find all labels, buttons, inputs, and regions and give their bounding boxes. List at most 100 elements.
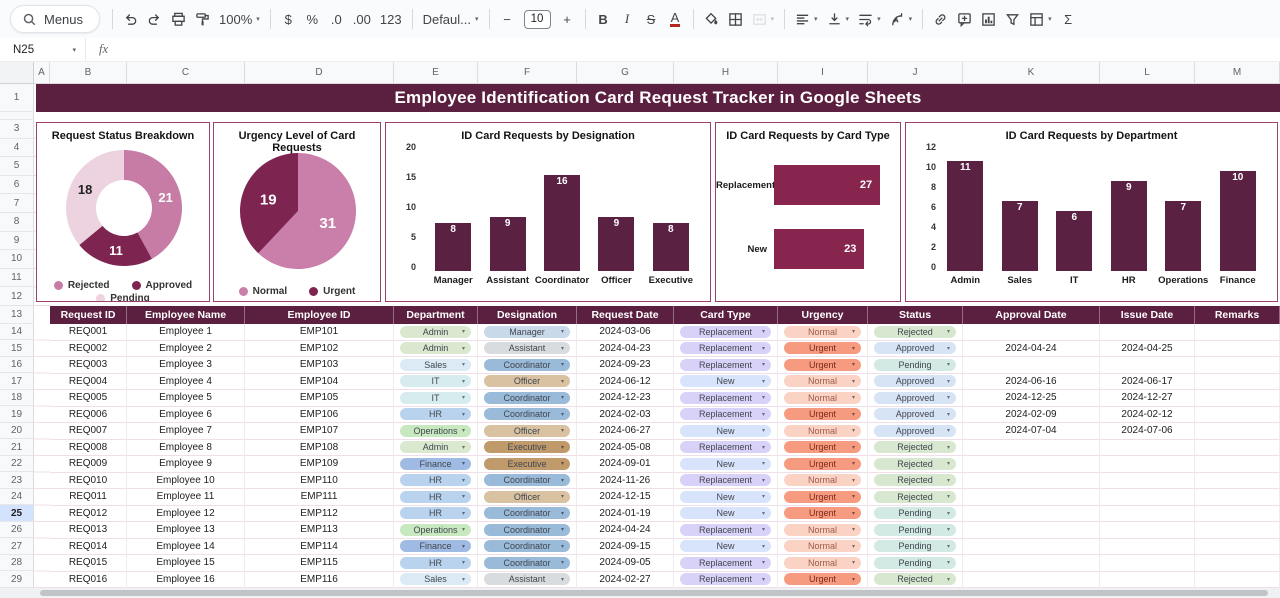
- department-pill[interactable]: HR ▾: [400, 408, 471, 421]
- cell-status[interactable]: Pending ▾: [868, 522, 963, 539]
- cell-urgency[interactable]: Urgent ▾: [778, 456, 868, 473]
- header-card-type[interactable]: Card Type: [674, 306, 778, 324]
- cell-remarks[interactable]: [1195, 505, 1280, 522]
- cell-issue-date[interactable]: [1100, 555, 1195, 572]
- cell-employee-name[interactable]: Employee 15: [127, 555, 245, 572]
- urgency-pill[interactable]: Normal ▾: [784, 556, 861, 569]
- font-family-select[interactable]: Defaul... ▾: [419, 6, 483, 32]
- urgency-pill[interactable]: Urgent ▾: [784, 457, 861, 470]
- cell-urgency[interactable]: Normal ▾: [778, 423, 868, 440]
- header-designation[interactable]: Designation: [478, 306, 577, 324]
- cell-card-type[interactable]: Replacement ▾: [674, 357, 778, 374]
- cell-remarks[interactable]: [1195, 324, 1280, 341]
- cell-approval-date[interactable]: 2024-12-25: [963, 390, 1100, 407]
- cell-designation[interactable]: Assistant ▾: [478, 340, 577, 357]
- cell-card-type[interactable]: Replacement ▾: [674, 439, 778, 456]
- cell-designation[interactable]: Manager ▾: [478, 324, 577, 341]
- designation-pill[interactable]: Coordinator ▾: [484, 474, 570, 487]
- cell-employee-name[interactable]: Employee 3: [127, 357, 245, 374]
- text-rotation[interactable]: ▾: [886, 6, 917, 32]
- cell-department[interactable]: Sales ▾: [394, 357, 478, 374]
- row-header-4[interactable]: 4: [0, 138, 34, 158]
- cell-employee-id[interactable]: EMP107: [245, 423, 394, 440]
- cell-department[interactable]: HR ▾: [394, 555, 478, 572]
- cell-status[interactable]: Pending ▾: [868, 505, 963, 522]
- cell-request-date[interactable]: 2024-02-27: [577, 571, 674, 588]
- cell-designation[interactable]: Coordinator ▾: [478, 505, 577, 522]
- cell-designation[interactable]: Coordinator ▾: [478, 555, 577, 572]
- row-header-19[interactable]: 19: [0, 406, 34, 423]
- cell-employee-name[interactable]: Employee 8: [127, 439, 245, 456]
- status-pill[interactable]: Rejected ▾: [874, 457, 956, 470]
- more-formats[interactable]: 123: [376, 6, 406, 32]
- cell-request-id[interactable]: REQ015: [50, 555, 127, 572]
- row-header-17[interactable]: 17: [0, 373, 34, 390]
- row-header-2[interactable]: [0, 112, 34, 120]
- column-header-L[interactable]: L: [1100, 62, 1195, 84]
- row-header-6[interactable]: 6: [0, 175, 34, 195]
- cell-urgency[interactable]: Normal ▾: [778, 373, 868, 390]
- row-header-21[interactable]: 21: [0, 439, 34, 456]
- create-filter[interactable]: [1001, 6, 1024, 32]
- cell-employee-id[interactable]: EMP106: [245, 406, 394, 423]
- menus-search[interactable]: Menus: [10, 5, 101, 33]
- urgency-pill[interactable]: Normal ▾: [784, 391, 861, 404]
- cell-request-date[interactable]: 2024-09-23: [577, 357, 674, 374]
- designation-pill[interactable]: Assistant ▾: [484, 573, 570, 586]
- cell-employee-name[interactable]: Employee 14: [127, 538, 245, 555]
- cell-department[interactable]: HR ▾: [394, 505, 478, 522]
- cell-issue-date[interactable]: 2024-07-06: [1100, 423, 1195, 440]
- card-type-pill[interactable]: New ▾: [680, 457, 771, 470]
- designation-pill[interactable]: Coordinator ▾: [484, 507, 570, 520]
- department-pill[interactable]: Admin ▾: [400, 441, 471, 454]
- decrease-decimal-places[interactable]: .0: [325, 6, 348, 32]
- text-color[interactable]: A: [664, 6, 687, 32]
- cell-department[interactable]: Admin ▾: [394, 340, 478, 357]
- column-header-E[interactable]: E: [394, 62, 478, 84]
- cell-request-id[interactable]: REQ007: [50, 423, 127, 440]
- column-header-B[interactable]: B: [50, 62, 127, 84]
- cell-issue-date[interactable]: [1100, 456, 1195, 473]
- cell-request-id[interactable]: REQ004: [50, 373, 127, 390]
- header-status[interactable]: Status: [868, 306, 963, 324]
- status-pill[interactable]: Pending ▾: [874, 358, 956, 371]
- cell-approval-date[interactable]: 2024-07-04: [963, 423, 1100, 440]
- cell-remarks[interactable]: [1195, 373, 1280, 390]
- urgency-pill[interactable]: Normal ▾: [784, 375, 861, 388]
- urgency-pill[interactable]: Normal ▾: [784, 540, 861, 553]
- department-pill[interactable]: HR ▾: [400, 474, 471, 487]
- column-header-G[interactable]: G: [577, 62, 674, 84]
- department-pill[interactable]: IT ▾: [400, 391, 471, 404]
- designation-pill[interactable]: Coordinator ▾: [484, 408, 570, 421]
- designation-pill[interactable]: Assistant ▾: [484, 342, 570, 355]
- card-type-pill[interactable]: Replacement ▾: [680, 441, 771, 454]
- cell-issue-date[interactable]: [1100, 489, 1195, 506]
- cell-request-date[interactable]: 2024-04-24: [577, 522, 674, 539]
- cell-employee-name[interactable]: Employee 6: [127, 406, 245, 423]
- urgency-pill[interactable]: Urgent ▾: [784, 358, 861, 371]
- cell-card-type[interactable]: Replacement ▾: [674, 571, 778, 588]
- cell-department[interactable]: Operations ▾: [394, 423, 478, 440]
- cell-employee-name[interactable]: Employee 7: [127, 423, 245, 440]
- text-wrap[interactable]: ▾: [854, 6, 885, 32]
- cell-status[interactable]: Approved ▾: [868, 340, 963, 357]
- cell-request-id[interactable]: REQ013: [50, 522, 127, 539]
- cell-request-date[interactable]: 2024-09-05: [577, 555, 674, 572]
- cell-urgency[interactable]: Normal ▾: [778, 324, 868, 341]
- status-pill[interactable]: Pending ▾: [874, 556, 956, 569]
- row-header-10[interactable]: 10: [0, 250, 34, 269]
- department-pill[interactable]: IT ▾: [400, 375, 471, 388]
- cell-status[interactable]: Approved ▾: [868, 423, 963, 440]
- status-pill[interactable]: Rejected ▾: [874, 474, 956, 487]
- cell-employee-id[interactable]: EMP108: [245, 439, 394, 456]
- cell-designation[interactable]: Assistant ▾: [478, 571, 577, 588]
- format-percent[interactable]: %: [301, 6, 324, 32]
- row-header-12[interactable]: 12: [0, 287, 34, 306]
- cell-remarks[interactable]: [1195, 423, 1280, 440]
- cell-approval-date[interactable]: 2024-06-16: [963, 373, 1100, 390]
- cell-department[interactable]: HR ▾: [394, 489, 478, 506]
- cell-department[interactable]: Sales ▾: [394, 571, 478, 588]
- italic[interactable]: I: [616, 6, 639, 32]
- row-header-26[interactable]: 26: [0, 521, 34, 539]
- cell-approval-date[interactable]: [963, 472, 1100, 489]
